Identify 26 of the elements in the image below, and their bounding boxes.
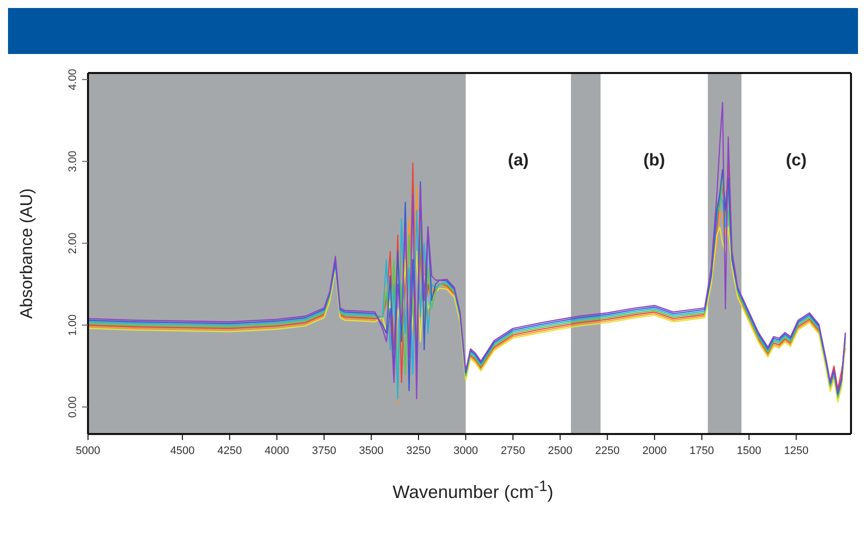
x-tick-label: 2500 (548, 445, 572, 457)
annotation: (c) (786, 150, 807, 170)
y-tick-label: 1.00 (67, 314, 79, 336)
y-tick-label: 3.00 (67, 150, 79, 172)
y-tick-label: 0.00 (67, 396, 79, 418)
x-tick-label: 1250 (784, 445, 808, 457)
x-tick-label: 4500 (170, 445, 195, 457)
x-tick-label: 1750 (690, 445, 714, 457)
x-tick-label: 3250 (406, 445, 431, 457)
y-tick-label: 4.00 (67, 68, 79, 90)
y-tick-label: 2.00 (67, 232, 79, 254)
x-axis-title: Wavenumber (cm$^{-1}$) (392, 478, 554, 503)
x-tick-label: 3000 (453, 445, 478, 457)
x-tick-label: 1500 (736, 445, 762, 457)
x-tick-label: 2250 (595, 445, 620, 457)
x-tick-label: 2750 (500, 445, 526, 457)
annotation: (a) (508, 150, 529, 170)
x-tick-label: 3750 (312, 445, 336, 457)
annotation: (b) (643, 150, 666, 170)
x-tick-label: 2000 (642, 445, 667, 457)
x-tick-label: 3500 (359, 445, 384, 457)
x-tick-label: 4000 (264, 445, 290, 457)
line-series (88, 102, 846, 400)
x-tick-label: 5000 (76, 445, 100, 457)
x-tick-label: 4250 (217, 445, 242, 457)
y-axis-title: Absorbance (AU) (17, 188, 36, 319)
